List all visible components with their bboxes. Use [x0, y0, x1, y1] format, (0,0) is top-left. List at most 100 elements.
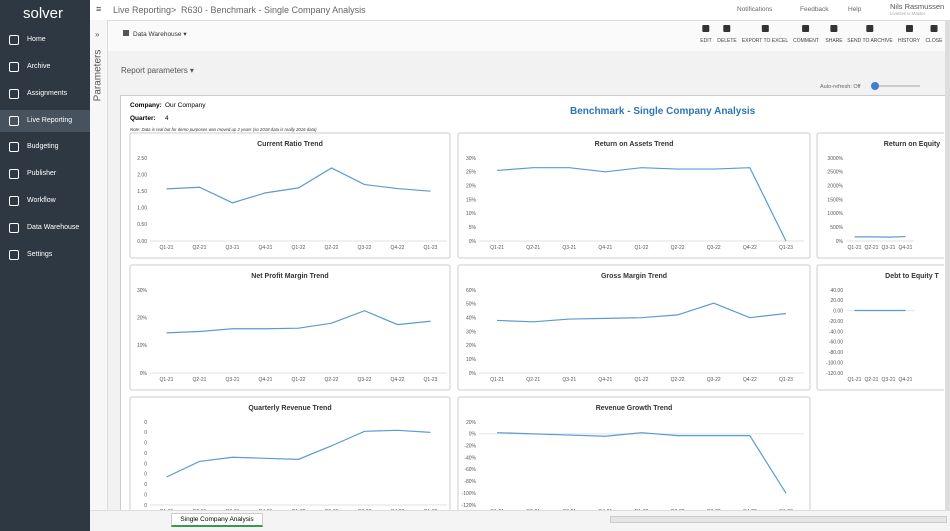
y-tick-label: 2500%	[827, 170, 843, 176]
x-tick-label: Q1-22	[635, 509, 649, 515]
y-tick-label: -80%	[464, 479, 476, 485]
chart-panel	[457, 132, 811, 259]
x-tick-label: Q1-21	[490, 509, 504, 515]
y-tick-label: 0.50	[137, 222, 147, 228]
nav-icon	[9, 223, 19, 233]
nav-item[interactable]: Archive	[0, 56, 90, 78]
x-tick-label: Q2-21	[526, 509, 540, 515]
v-scrollbar[interactable]	[945, 20, 950, 510]
x-tick-label: Q4-21	[259, 509, 273, 515]
nav-item[interactable]: Data Warehouse	[0, 217, 90, 239]
report-parameters[interactable]: Report parameters ▾	[121, 66, 194, 75]
trend-line	[166, 429, 431, 478]
y-tick-label: 30%	[466, 156, 477, 162]
chart-panel	[457, 264, 811, 391]
toolbar-icon	[702, 25, 710, 32]
nav-label: Settings	[27, 251, 53, 258]
y-tick-label: 0	[144, 482, 147, 488]
nav-item[interactable]: Workflow	[0, 190, 90, 212]
footer: Single Company Analysis	[90, 510, 950, 531]
y-tick-label: 0	[144, 503, 147, 509]
toolbar-icon	[830, 25, 838, 32]
y-tick-label: 5%	[469, 225, 477, 231]
x-tick-label: Q2-21	[526, 245, 540, 251]
x-tick-label: Q4-21	[598, 377, 612, 383]
toggle-track[interactable]	[872, 85, 920, 87]
notifications[interactable]: Notifications	[737, 6, 773, 13]
help[interactable]: Help	[848, 6, 862, 13]
sheet-tab-label: Single Company Analysis	[180, 516, 254, 523]
toolbar-icon	[930, 25, 938, 32]
nav-icon	[9, 35, 19, 45]
x-tick-label: Q3-22	[358, 377, 372, 383]
top-bar: ≡ Live Reporting > R630 - Benchmark - Si…	[90, 0, 950, 21]
nav-item[interactable]: Home	[0, 29, 90, 51]
x-tick-label: Q2-22	[325, 245, 339, 251]
toolbar-button[interactable]: COMMENT	[793, 25, 819, 44]
y-tick-label: 10%	[137, 343, 148, 349]
x-tick-label: Q4-22	[743, 509, 757, 515]
logo[interactable]: solver	[23, 5, 64, 22]
expand-icon[interactable]: »	[95, 30, 100, 39]
toolbar-button[interactable]: SEND TO ARCHIVE	[847, 25, 893, 44]
x-tick-label: Q1-22	[635, 245, 649, 251]
sheet-tab[interactable]: Single Company Analysis	[171, 513, 263, 527]
toggle-knob[interactable]	[871, 82, 879, 90]
feedback[interactable]: Feedback	[800, 6, 829, 13]
nav-icon	[9, 62, 19, 72]
nav-icon	[9, 89, 19, 99]
x-tick-label: Q3-21	[562, 245, 576, 251]
x-tick-label: Q4-21	[899, 245, 913, 251]
nav-item[interactable]: Assignments	[0, 83, 90, 105]
nav-item[interactable]: Budgeting	[0, 136, 90, 158]
x-tick-label: Q4-21	[598, 509, 612, 515]
y-tick-label: -80.00	[829, 350, 843, 356]
chart-panel	[816, 264, 944, 391]
x-tick-label: Q1-22	[292, 377, 306, 383]
toolbar-button[interactable]: SHARE	[825, 25, 843, 44]
scrollbar[interactable]	[610, 516, 947, 523]
nav-label: Workflow	[27, 197, 56, 204]
source-select[interactable]: Data Warehouse ▾	[123, 30, 187, 38]
y-tick-label: 0%	[469, 371, 477, 377]
y-tick-label: -20%	[464, 444, 476, 450]
chart-title: Gross Margin Trend	[601, 273, 667, 280]
y-tick-label: -20.00	[829, 319, 843, 325]
y-tick-label: 10%	[466, 357, 477, 363]
trend-line	[166, 310, 431, 334]
report-title: Benchmark - Single Company Analysis	[570, 106, 756, 117]
trend-line	[497, 432, 787, 494]
user-name[interactable]: Nils Rasmussen	[890, 2, 945, 11]
nav-item[interactable]: Publisher	[0, 163, 90, 185]
y-tick-label: 20%	[466, 183, 477, 189]
toolbar-button[interactable]: DELETE	[717, 25, 737, 44]
y-tick-label: 20%	[466, 343, 477, 349]
x-tick-label: Q1-23	[424, 245, 438, 251]
chart-grid: Current Ratio Trend 2.50 2.00 1.50 1.00 0.50 0…	[129, 132, 944, 515]
nav-item[interactable]: Settings	[0, 244, 90, 266]
x-tick-label: Q1-22	[635, 377, 649, 383]
x-tick-label: Q2-21	[193, 509, 207, 515]
x-tick-label: Q3-21	[226, 509, 240, 515]
x-tick-label: Q2-21	[193, 245, 207, 251]
nav-item[interactable]: Live Reporting	[0, 110, 90, 132]
breadcrumb-home[interactable]: Live Reporting	[113, 5, 172, 15]
menu-icon[interactable]: ≡	[96, 4, 102, 14]
y-tick-label: -40%	[464, 455, 476, 461]
x-tick-label: Q4-22	[391, 509, 405, 515]
nav-icon	[9, 142, 19, 152]
chart-panel	[129, 264, 451, 391]
nav-label: Data Warehouse	[27, 224, 80, 231]
x-tick-label: Q1-23	[779, 245, 793, 251]
y-tick-label: 40.00	[830, 288, 843, 294]
toolbar-button[interactable]: EXPORT TO EXCEL	[742, 25, 788, 44]
parameters-tab[interactable]: » Parameters	[90, 20, 108, 510]
x-tick-label: Q2-21	[865, 377, 879, 383]
toolbar-button[interactable]: CLOSE	[926, 25, 942, 44]
toolbar-button[interactable]: EDIT	[700, 25, 712, 44]
nav-icon	[9, 250, 19, 260]
y-tick-label: -60.00	[829, 340, 843, 346]
breadcrumb-sep: >	[171, 5, 177, 15]
x-tick-label: Q3-21	[226, 377, 240, 383]
toolbar-button[interactable]: HISTORY	[898, 25, 920, 44]
